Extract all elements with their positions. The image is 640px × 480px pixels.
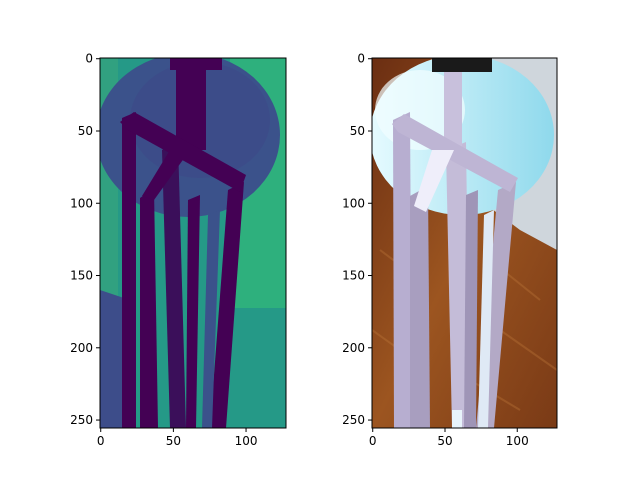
rgb-frame — [371, 57, 558, 429]
rgb-axes: 0 50 100 0 50 100 150 200 250 — [342, 52, 529, 448]
y-tick-label: 100 — [70, 196, 93, 210]
y-tick-label: 150 — [70, 269, 93, 283]
depth-map-image — [100, 58, 286, 428]
y-tick-label: 250 — [70, 413, 93, 427]
x-tick-label: 50 — [166, 434, 181, 448]
y-tick-label: 250 — [342, 413, 365, 427]
x-tick-label: 0 — [369, 434, 377, 448]
rgb-image — [372, 58, 557, 428]
x-tick-label: 50 — [437, 434, 452, 448]
y-tick-label: 100 — [342, 196, 365, 210]
y-tick-label: 0 — [357, 52, 365, 66]
y-tick-label: 0 — [85, 52, 93, 66]
x-tick-label: 0 — [97, 434, 105, 448]
rgb-panel: 0 50 100 0 50 100 150 200 250 — [342, 52, 558, 448]
depth-map-panel: 0 50 100 0 50 100 150 200 250 — [70, 52, 287, 448]
y-tick-label: 150 — [342, 269, 365, 283]
x-tick-label: 100 — [506, 434, 529, 448]
depth-map-frame — [99, 57, 287, 429]
y-tick-label: 50 — [78, 124, 93, 138]
y-tick-label: 200 — [70, 341, 93, 355]
x-tick-label: 100 — [235, 434, 258, 448]
y-tick-label: 200 — [342, 341, 365, 355]
y-tick-label: 50 — [350, 124, 365, 138]
depth-map-axes: 0 50 100 0 50 100 150 200 250 — [70, 52, 257, 448]
